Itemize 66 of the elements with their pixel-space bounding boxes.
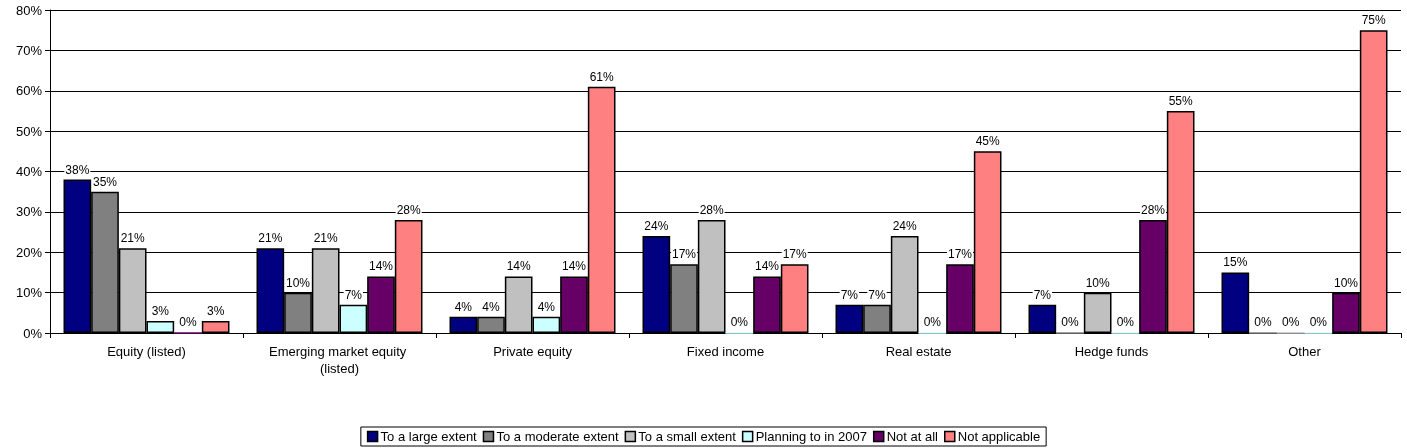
legend-label: Not at all: [886, 429, 939, 444]
data-label: 45%: [975, 134, 1000, 149]
data-label: 24%: [644, 219, 669, 234]
legend-label: To a small extent: [638, 429, 737, 444]
data-label: 21%: [120, 231, 145, 246]
legend-label: To a moderate extent: [496, 429, 619, 444]
data-label: 10%: [1333, 275, 1359, 290]
data-label: 7%: [1033, 287, 1052, 302]
data-label: 28%: [699, 202, 724, 217]
y-tick-label: 70%: [15, 42, 43, 58]
bar: [201, 320, 230, 333]
data-label: 24%: [892, 219, 917, 234]
y-tick-label: 50%: [15, 123, 43, 139]
y-tick-label: 20%: [15, 244, 43, 260]
data-label: 21%: [258, 231, 283, 246]
legend-label: To a large extent: [380, 429, 478, 444]
data-label: 0%: [1254, 315, 1273, 330]
data-label: 0%: [1282, 315, 1300, 330]
data-label: 75%: [1361, 13, 1386, 28]
data-label: 0%: [923, 315, 942, 330]
x-tick-label: Other: [1288, 344, 1322, 359]
data-label: 38%: [65, 162, 90, 177]
data-label: 0%: [1116, 315, 1135, 330]
data-label: 14%: [506, 259, 531, 274]
y-tick-label: 30%: [15, 204, 43, 220]
x-tick-label: Private equity: [493, 344, 573, 359]
data-label: 14%: [561, 259, 587, 274]
data-label: 3%: [151, 303, 170, 318]
data-label: 61%: [589, 69, 614, 84]
data-label: 14%: [754, 259, 780, 274]
y-tick-label: 60%: [15, 83, 43, 99]
data-label: 0%: [1061, 315, 1080, 330]
data-label: 21%: [313, 231, 338, 246]
data-label: 4%: [482, 299, 501, 314]
data-label: 17%: [782, 247, 807, 262]
data-label: 15%: [1223, 255, 1248, 270]
x-tick-label: Real estate: [885, 344, 952, 359]
data-label: 28%: [396, 202, 421, 217]
data-label: 7%: [868, 287, 887, 302]
x-tick-label: Hedge funds: [1074, 344, 1149, 359]
y-tick-label: 40%: [15, 164, 43, 179]
y-tick-label: 10%: [15, 285, 43, 301]
data-label: 17%: [947, 247, 973, 262]
data-label: 0%: [179, 315, 197, 330]
y-tick-label: 0%: [23, 325, 43, 341]
x-tick-label: Emerging market equity (listed): [269, 344, 410, 376]
data-label: 7%: [840, 287, 859, 302]
data-label: 28%: [1140, 202, 1166, 217]
bar: [1028, 304, 1057, 333]
data-label: 35%: [92, 174, 118, 189]
data-label: 0%: [730, 315, 749, 330]
y-tick-label: 80%: [15, 2, 43, 18]
data-label: 0%: [1309, 315, 1328, 330]
data-label: 3%: [206, 303, 225, 318]
x-tick-label: Equity (listed): [107, 344, 186, 359]
data-label: 10%: [1085, 275, 1110, 290]
data-label: 7%: [344, 287, 363, 302]
data-label: 14%: [368, 259, 394, 274]
data-label: 10%: [285, 275, 311, 290]
data-label: 4%: [454, 299, 473, 314]
legend-label: Not applicable: [957, 429, 1041, 444]
data-label: 4%: [537, 299, 556, 314]
data-label: 55%: [1168, 93, 1193, 108]
x-tick-label: Fixed income: [686, 344, 765, 359]
data-label: 17%: [671, 247, 697, 262]
legend-label: Planning to in 2007: [755, 429, 867, 444]
